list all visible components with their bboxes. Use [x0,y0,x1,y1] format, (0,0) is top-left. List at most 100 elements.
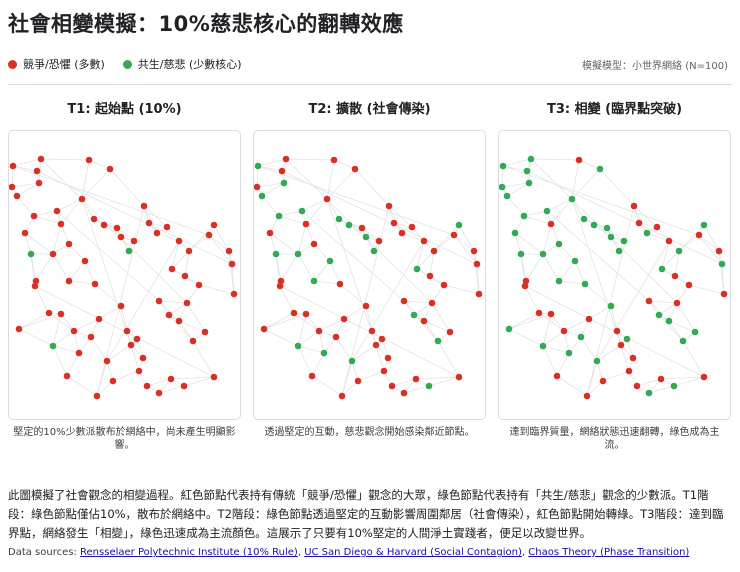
network-edge [574,260,586,285]
red-node [450,231,458,239]
green-node [425,382,433,390]
red-node [390,219,398,227]
network-graph-t3 [498,130,731,420]
green-node [568,195,576,203]
source-link-rensselaer[interactable]: Rensselaer Polytechnic Institute (10% Ru… [80,547,298,558]
red-node [205,231,213,239]
red-node [230,290,238,298]
network-edge [36,170,233,265]
network-edge [599,168,635,207]
network-edge [648,300,670,322]
network-edge [278,210,303,217]
network-edge [313,260,331,282]
network-edge [326,168,356,200]
red-node [21,229,29,237]
network-edge [52,330,75,347]
green-node [511,229,519,237]
network-edge [678,224,705,252]
red-node [228,260,236,268]
network-edge [60,313,75,332]
green-node [577,333,585,341]
data-sources: Data sources: Rensselaer Polytechnic Ins… [8,547,690,558]
network-edge [170,376,215,380]
network-edge [48,312,75,332]
red-node [195,281,203,289]
divider [8,84,732,85]
network-edge [341,380,359,397]
network-edge [542,330,565,347]
network-edge [556,352,570,377]
red-node [63,372,71,380]
red-node [276,282,284,290]
network-edge [116,227,135,242]
network-edge [423,320,439,342]
network-edge [688,284,725,295]
legend-item-competition: 競爭/恐懼 (多數) [8,56,105,72]
red-node [139,354,147,362]
red-node [225,247,233,255]
red-node [155,297,163,305]
green-node [298,207,306,215]
network-edge [403,300,433,304]
red-node [522,277,530,285]
network-edge [112,370,140,382]
red-node [175,317,183,325]
network-graph-t2 [253,130,486,420]
red-node [117,233,125,241]
panel-t3: T3: 相變 (臨界點突破) 達到臨界質量，網絡狀態迅速翻轉，綠色成為主流。 [498,100,731,452]
red-node [310,240,318,248]
green-node [523,167,531,175]
network-edge [610,305,618,332]
network-edge [40,158,188,304]
network-edge [263,313,307,330]
red-node [93,392,101,400]
network-edge [269,232,277,255]
network-edge [168,302,188,316]
network-edge [648,385,675,394]
green-node [655,311,663,319]
network-edge [568,336,582,354]
network-edge [586,380,604,397]
red-node [657,375,665,383]
red-node [653,223,661,231]
network-edge [52,313,62,347]
red-node [282,155,290,163]
network-edge [542,345,570,354]
network-edge [120,305,128,332]
network-edge [676,284,690,304]
red-node [308,372,316,380]
source-link-ucsd-harvard[interactable]: UC San Diego & Harvard (Social Contagion… [304,547,522,558]
network-edge [357,370,385,382]
network-edge [502,165,700,236]
network-edge [213,224,230,252]
network-edge [571,198,585,220]
source-link-chaos-theory[interactable]: Chaos Theory (Phase Transition) [528,547,690,558]
green-node [580,215,588,223]
red-node [87,333,95,341]
red-node [368,327,376,335]
network-edge [311,375,343,397]
green-node [539,342,547,350]
red-node [78,195,86,203]
red-node [153,229,161,237]
network-edge [257,158,287,167]
network-edge [571,198,622,346]
green-node [275,212,283,220]
network-edge [261,182,285,197]
green-node [615,247,623,255]
network-edge [508,313,552,330]
red-node [575,156,583,164]
network-edges [11,158,235,397]
red-node [181,272,189,280]
network-edge [18,328,54,347]
network-edge [136,338,144,359]
network-edge [626,338,634,359]
green-node [434,337,442,345]
network-edge [12,165,38,172]
red-node [695,231,703,239]
network-edge [682,340,705,378]
network-edge [588,305,612,320]
network-edge [178,320,194,342]
description-text: 此圖模擬了社會觀念的相變過程。紅色節點代表持有傳統「競爭/恐懼」觀念的大眾，綠色… [8,488,724,540]
network-edge [156,232,180,242]
